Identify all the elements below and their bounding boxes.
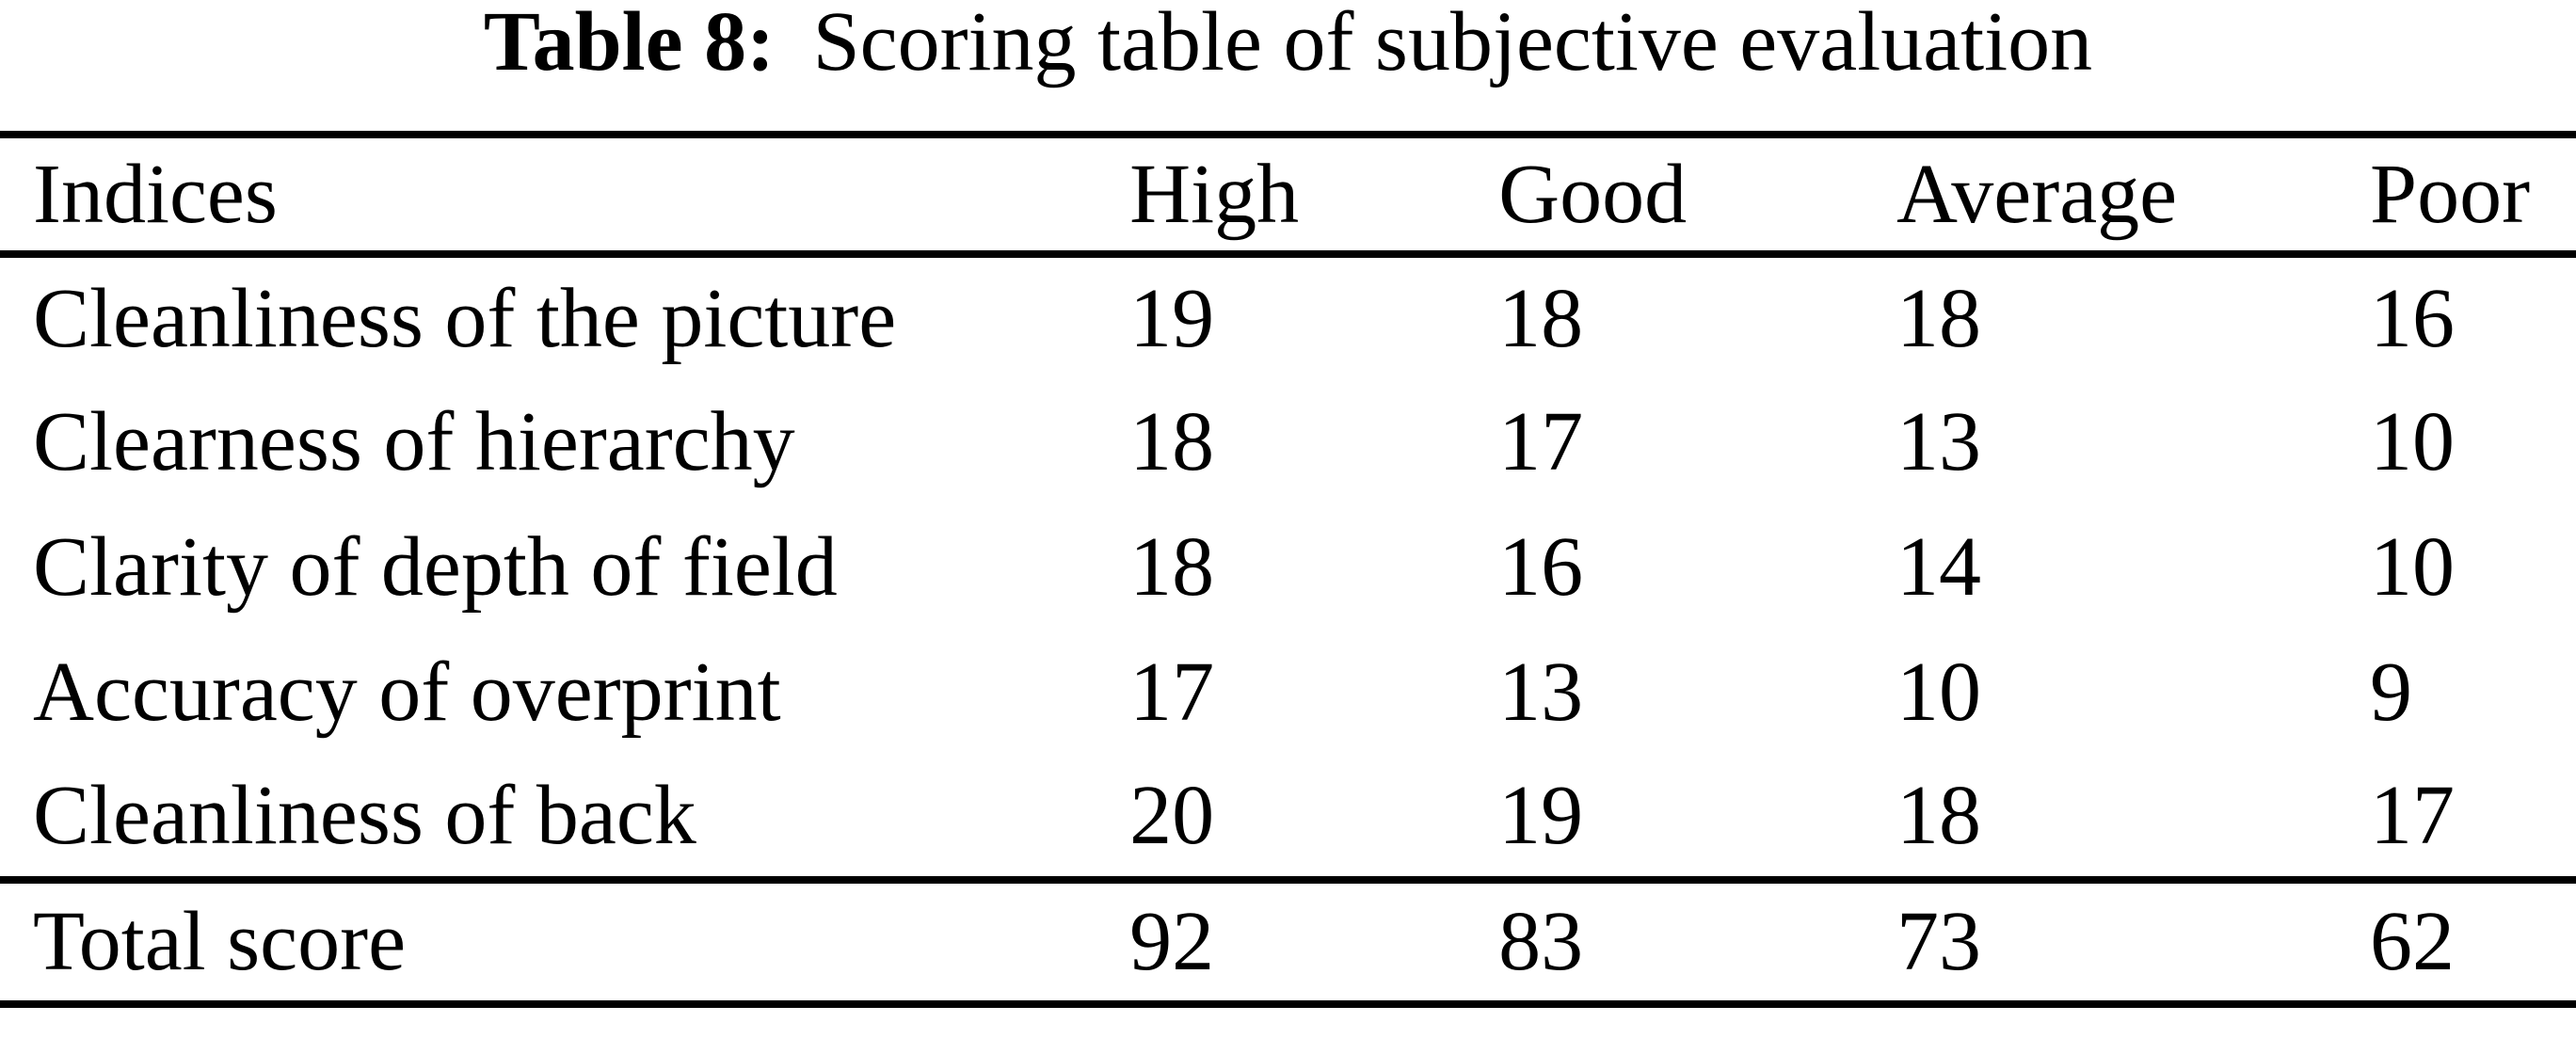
row-label: Cleanliness of the picture <box>33 271 897 365</box>
cell-average: 13 <box>1896 394 1981 488</box>
cell-good: 13 <box>1498 645 1584 739</box>
total-row: Total score 92 83 73 62 <box>0 880 2576 1004</box>
cell-poor: 10 <box>2370 519 2456 614</box>
cell-poor: 17 <box>2370 768 2456 862</box>
table-caption-text: Scoring table of subjective evaluation <box>812 0 2093 88</box>
column-header-average: Average <box>1896 147 2178 241</box>
cell-poor: 9 <box>2370 645 2413 739</box>
row-label: Clarity of depth of field <box>33 519 838 614</box>
table-row: Cleanliness of back 20 19 18 17 <box>0 755 2576 880</box>
cell-high: 17 <box>1129 645 1215 739</box>
cell-good: 18 <box>1498 271 1584 365</box>
total-cell-poor: 62 <box>2370 895 2456 988</box>
total-cell-high: 92 <box>1129 895 1215 988</box>
cell-good: 16 <box>1498 519 1584 614</box>
scoring-table: Indices High Good Average Poor Cleanline… <box>0 131 2576 1008</box>
cell-good: 17 <box>1498 394 1584 488</box>
column-header-poor: Poor <box>2370 147 2531 241</box>
total-cell-good: 83 <box>1498 895 1584 988</box>
row-label: Clearness of hierarchy <box>33 394 795 488</box>
table-caption-label: Table 8: <box>483 0 776 88</box>
cell-average: 18 <box>1896 271 1981 365</box>
row-label: Accuracy of overprint <box>33 645 781 739</box>
row-label: Cleanliness of back <box>33 768 696 862</box>
cell-high: 18 <box>1129 394 1215 488</box>
cell-average: 18 <box>1896 768 1981 862</box>
cell-high: 18 <box>1129 519 1215 614</box>
header-row: Indices High Good Average Poor <box>0 135 2576 254</box>
cell-high: 20 <box>1129 768 1215 862</box>
column-header-high: High <box>1129 147 1300 241</box>
table-caption: Table 8: Scoring table of subjective eval… <box>0 0 2576 131</box>
column-header-indices: Indices <box>33 147 278 241</box>
table-row: Clearness of hierarchy 18 17 13 10 <box>0 379 2576 504</box>
column-header-good: Good <box>1498 147 1688 241</box>
table-row: Clarity of depth of field 18 16 14 10 <box>0 504 2576 630</box>
cell-good: 19 <box>1498 768 1584 862</box>
table-row: Accuracy of overprint 17 13 10 9 <box>0 630 2576 755</box>
total-label: Total score <box>33 895 407 988</box>
cell-high: 19 <box>1129 271 1215 365</box>
total-cell-average: 73 <box>1896 895 1981 988</box>
table-row: Cleanliness of the picture 19 18 18 16 <box>0 254 2576 379</box>
cell-average: 14 <box>1896 519 1981 614</box>
cell-poor: 10 <box>2370 394 2456 488</box>
cell-poor: 16 <box>2370 271 2456 365</box>
cell-average: 10 <box>1896 645 1981 739</box>
